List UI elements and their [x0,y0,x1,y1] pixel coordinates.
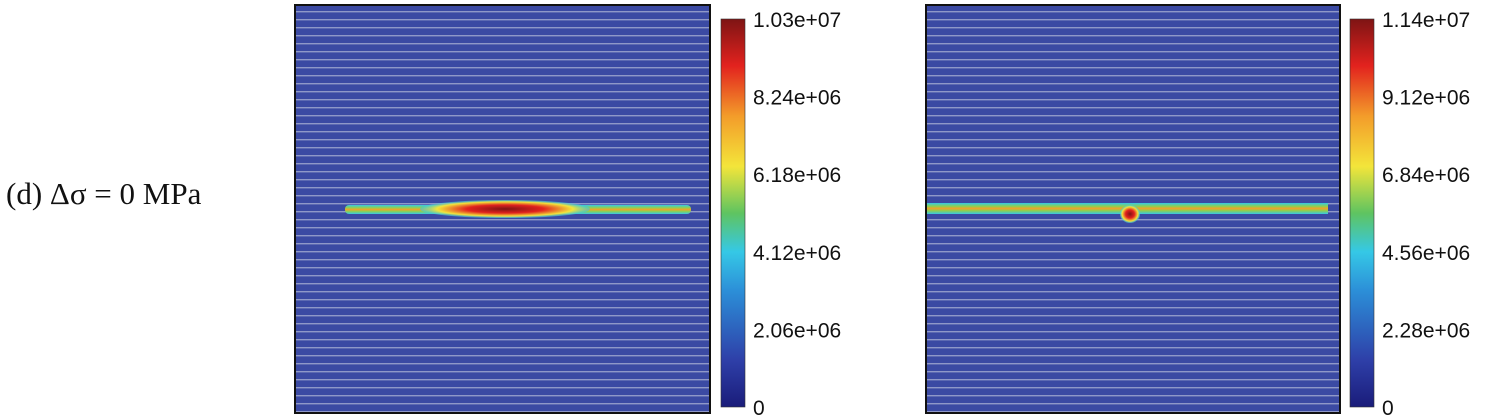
heatmap-panel-1: 0 2.06e+06 4.12e+06 6.18e+06 8.24e+06 1.03e+0… [294,4,841,419]
colorbar-tick-label: 8.24e+06 [753,87,841,110]
colorbar-tick-label: 6.84e+06 [1382,164,1470,187]
colorbar-tick-label: 0 [753,397,765,419]
colorbar-tick-label: 4.12e+06 [753,242,841,265]
panel-frame [925,4,1341,414]
colorbar [1349,18,1375,408]
colorbar-tick-label: 4.56e+06 [1382,242,1470,265]
stress-lens [420,200,590,218]
colorbar-tick-label: 1.03e+07 [753,9,841,32]
panel-caption: (d) Δσ = 0 MPa [6,176,202,211]
colorbar-tick-label: 2.06e+06 [753,319,841,342]
colorbar-tick-label: 2.28e+06 [1382,319,1470,342]
colorbar-tick-label: 6.18e+06 [753,164,841,187]
colorbar-tick-label: 0 [1382,397,1394,419]
colorbar-tick-label: 1.14e+07 [1382,9,1470,32]
colorbar-tick-label: 9.12e+06 [1382,87,1470,110]
panel-frame [294,4,711,414]
heatmap-panel-2: 0 2.28e+06 4.56e+06 6.84e+06 9.12e+06 1.14e+0… [925,4,1470,419]
stress-spot [1120,205,1140,223]
colorbar [720,18,746,408]
